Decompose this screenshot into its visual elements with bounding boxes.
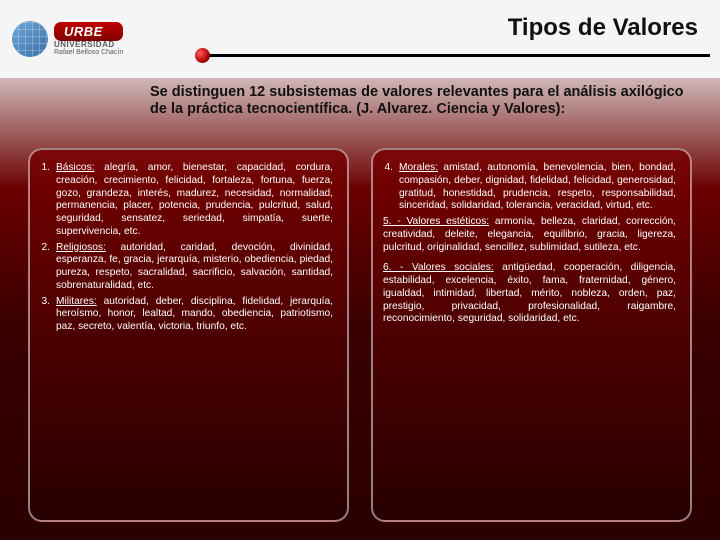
list-item: 1.Básicos: alegría, amor, bienestar, cap… xyxy=(40,162,333,239)
list-item: 3.Militares: autoridad, deber, disciplin… xyxy=(40,296,333,334)
logo-badge: URBE xyxy=(54,22,123,41)
list-item-number: 4. xyxy=(383,162,399,213)
list-item: 2.Religiosos: autoridad, caridad, devoci… xyxy=(40,242,333,293)
logo-line2: Rafael Belloso Chacín xyxy=(54,49,123,56)
list-item-text: Morales: amistad, autonomía, benevolenci… xyxy=(399,162,676,213)
logo: URBE UNIVERSIDAD Rafael Belloso Chacín xyxy=(0,21,123,57)
list-item-lead: Morales: xyxy=(399,162,438,173)
list-item-lead: Militares: xyxy=(56,296,97,307)
list-item: 4.Morales: amistad, autonomía, benevolen… xyxy=(383,162,676,213)
list-item-lead: 6. - Valores sociales: xyxy=(383,262,494,273)
list-item-number: 3. xyxy=(40,296,56,334)
list-item-lead: Religiosos: xyxy=(56,242,106,253)
header: URBE UNIVERSIDAD Rafael Belloso Chacín T… xyxy=(0,0,720,78)
right-panel: 4.Morales: amistad, autonomía, benevolen… xyxy=(371,148,692,522)
list-item-text: Religiosos: autoridad, caridad, devoción… xyxy=(56,242,333,293)
left-list: 1.Básicos: alegría, amor, bienestar, cap… xyxy=(40,162,333,334)
list-item-number: 1. xyxy=(40,162,56,239)
divider-line xyxy=(200,54,710,57)
list-item-text: Básicos: alegría, amor, bienestar, capac… xyxy=(56,162,333,239)
list-item-lead: 5. - Valores estéticos: xyxy=(383,216,489,227)
list-item: 6. - Valores sociales: antigüedad, coope… xyxy=(383,262,676,326)
intro-text: Se distinguen 12 subsistemas de valores … xyxy=(150,84,700,119)
globe-icon xyxy=(12,21,48,57)
panels-container: 1.Básicos: alegría, amor, bienestar, cap… xyxy=(28,148,692,522)
logo-text-block: URBE UNIVERSIDAD Rafael Belloso Chacín xyxy=(54,22,123,56)
logo-subtext: UNIVERSIDAD Rafael Belloso Chacín xyxy=(54,41,123,56)
logo-line1: UNIVERSIDAD xyxy=(54,41,123,49)
divider-dot-icon xyxy=(195,48,210,63)
list-item-text: Militares: autoridad, deber, disciplina,… xyxy=(56,296,333,334)
list-item-lead: Básicos: xyxy=(56,162,95,173)
left-panel: 1.Básicos: alegría, amor, bienestar, cap… xyxy=(28,148,349,522)
list-item: 5. - Valores estéticos: armonía, belleza… xyxy=(383,216,676,254)
page-title: Tipos de Valores xyxy=(508,14,698,42)
list-item-number: 2. xyxy=(40,242,56,293)
right-list: 4.Morales: amistad, autonomía, benevolen… xyxy=(383,162,676,326)
